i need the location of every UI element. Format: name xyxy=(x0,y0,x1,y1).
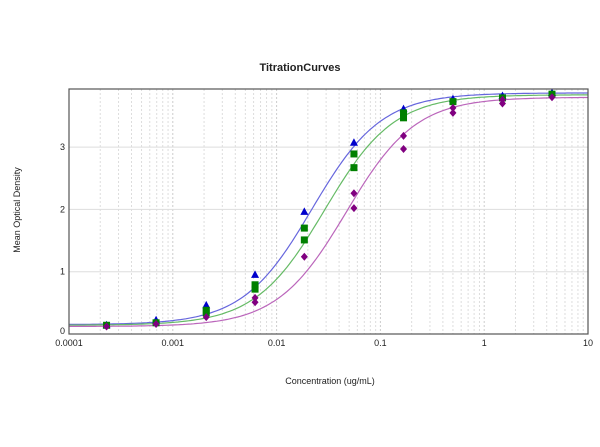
fit-curve xyxy=(69,94,588,326)
diamond-marker xyxy=(103,322,111,331)
square-marker xyxy=(350,150,358,158)
square-marker xyxy=(300,224,308,232)
square-marker xyxy=(400,114,408,122)
fit-curve xyxy=(69,92,588,325)
diamond-marker xyxy=(251,298,259,307)
diamond-marker xyxy=(548,93,556,102)
diamond-marker xyxy=(449,108,457,117)
plot-frame xyxy=(68,88,589,335)
fit-curve xyxy=(69,96,588,327)
diamond-marker xyxy=(152,320,160,329)
square-marker xyxy=(251,285,259,293)
x-axis-label: Concentration (ug/mL) xyxy=(285,376,375,386)
diamond-marker xyxy=(449,103,457,112)
chart-title: TitrationCurves xyxy=(259,62,341,74)
diamond-marker xyxy=(400,131,408,140)
triangle-marker xyxy=(202,300,211,309)
diamond-marker xyxy=(400,144,408,153)
square-marker xyxy=(400,109,408,117)
y-tick-label: 0 xyxy=(60,326,65,336)
x-tick-label: 0.01 xyxy=(268,338,286,348)
square-marker xyxy=(350,164,358,172)
square-marker xyxy=(449,98,457,106)
diamond-marker xyxy=(350,204,358,213)
y-tick-label: 2 xyxy=(60,204,65,214)
x-tick-label: 10 xyxy=(583,338,593,348)
triangle-marker xyxy=(349,138,358,146)
diamond-marker xyxy=(498,99,506,108)
diamond-marker xyxy=(251,293,259,302)
diamond-marker xyxy=(202,313,210,322)
x-tick-label: 0.001 xyxy=(162,338,185,348)
triangle-marker xyxy=(300,207,309,215)
triangle-marker xyxy=(251,270,260,278)
y-tick-label: 1 xyxy=(60,267,65,277)
diamond-marker xyxy=(350,189,358,198)
x-tick-label: 0.0001 xyxy=(55,338,83,348)
x-tick-label: 0.1 xyxy=(374,338,387,348)
diamond-marker xyxy=(300,252,308,261)
square-marker xyxy=(202,309,210,317)
square-marker xyxy=(251,281,259,289)
square-marker xyxy=(300,236,308,244)
y-tick-label: 3 xyxy=(60,142,65,152)
x-tick-label: 1 xyxy=(482,338,487,348)
